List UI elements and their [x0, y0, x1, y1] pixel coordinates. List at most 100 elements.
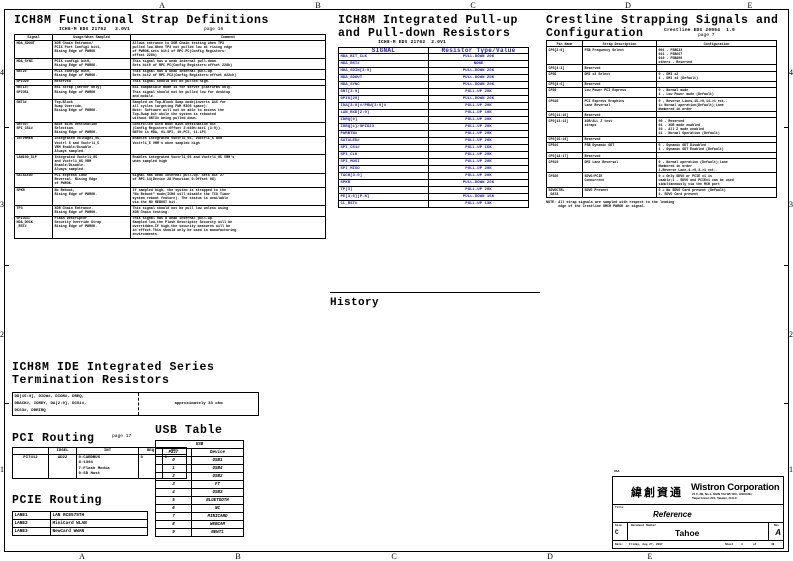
cell-resistor-value: PULL-UP 20K [428, 151, 529, 160]
zone-label-right-4: 4 [789, 68, 793, 77]
cell-pin-name: CFG19 [546, 158, 583, 174]
table-header-row: SIGNAL Resistor Type/Value [338, 46, 529, 55]
cell-signal: HDA_SDOUT [14, 40, 53, 60]
cell-pair: 8 [155, 520, 192, 529]
title-block-footer-row: Date: Friday, Aug 27, 2007 Sheet 3 of 48 [613, 541, 783, 550]
cell-pin-name: CFG[2:0] [546, 46, 583, 66]
cell-device: USB4 [190, 464, 245, 473]
title-block-divider [768, 523, 769, 540]
zone-label-bottom-b: B [235, 552, 241, 561]
ide-termination-title-line2: Termination Resistors [12, 374, 170, 387]
table-row: HDA_SYNC PULL-DOWN 20K [338, 81, 529, 90]
cell-resistor-value: PULL-DOWN 20K [428, 81, 529, 90]
cell-signal: GNT3# [14, 99, 53, 123]
zone-label-top-e: E [747, 1, 753, 10]
table-header-row: Pair Device [155, 448, 245, 457]
frame-tick [4, 265, 9, 266]
cell-usage: PCI Express Lane Reversal. Rising Edge o… [52, 172, 131, 189]
col-header-device: Device [190, 448, 245, 457]
crestline-subtitle: Crestline EDS 20954 1.0 [664, 28, 735, 33]
table-row: SDVOCTRL _DATA SDVO Present 0 = No SDVO Ca… [546, 186, 777, 198]
cell-configuration: 0 = Only SDVO or PCIE x1 is usable;1 - S… [656, 172, 777, 188]
col-header-pair: Pair [155, 448, 192, 457]
zone-label-top-b: B [315, 1, 321, 10]
strap-definitions-page: page 16 [204, 27, 224, 32]
cell-resistor-value: PULL-DOWN 15K [428, 193, 529, 202]
cell-signal: SPI_CLK [338, 151, 429, 160]
drawing-frame [4, 9, 789, 552]
cell-device: LAN RC8575TH [50, 511, 148, 520]
cell-comment: Sampled on Top-Block Swap mode(inverts A… [130, 99, 326, 123]
cell-usage: Integrated Voctrl1_05 and Voctrl1_05 VRM… [52, 154, 131, 174]
cell-pin-name: CFG10 [546, 97, 583, 113]
cell-signal: HDA_BIT_CLK [338, 53, 429, 62]
table-row: 8 WEBCAM [155, 520, 245, 529]
cell-pair: 1 [155, 464, 192, 473]
col-header-int: INT [76, 446, 139, 456]
cell-resistor-value: PULL-DOWN 20K [428, 179, 529, 188]
zone-label-bottom-e: E [647, 552, 653, 561]
frame-tick [784, 403, 789, 404]
cell-comment: This signal has a weak internal pull-up.… [130, 68, 326, 80]
cell-configuration: 0 - Normal operation (Default);Lane Numb… [656, 158, 777, 174]
cell-resistor-value: PULL-UP 20K [428, 137, 529, 146]
history-title: History [330, 297, 380, 309]
company-address: 21 F, 3B, No.1, HSIN TAI WU RD., HSICHIH… [692, 492, 753, 500]
pullup-pulldown-table: SIGNAL Resistor Type/Value HDA_BIT_CLK PU… [338, 46, 529, 209]
size-label: Size [615, 524, 622, 527]
table-row: CFG20 SDVO/PCIE Concurrent 0 = Only SDVO o… [546, 172, 777, 188]
cell-pin-name: CFG20 [546, 172, 583, 188]
table-row: 1 USB4 [155, 464, 245, 473]
cell-signal: INTVRMEN [14, 135, 53, 156]
cell-configuration: 0 - Dynamic ODT Disabled 1 - Dynamic ODT… [656, 141, 777, 154]
cell-signal: LAN_RXD[2:0] [338, 109, 429, 118]
table-row: SPI_MISO PULL-UP 20K [338, 165, 529, 174]
title-label: Title [615, 506, 624, 509]
cell-int: 0:CARDBUS 8:1394 7:Flash Media 0:SD Host [76, 454, 139, 480]
table-row: GPIO[20] PULL-DOWN 20K [338, 95, 529, 104]
cell-resistor-value: PULL-UP 20K [428, 116, 529, 125]
cell-strap-description: DMI Lane Reversal [582, 158, 657, 174]
table-row: SATALED# PCI Express Lane Reversal. Risin… [14, 172, 326, 189]
cell-signal: SPKR [338, 179, 429, 188]
table-row: TP3 XOR Chain Entrance. Rising Edge of PW… [14, 205, 326, 217]
usb-group-label: USB [154, 440, 245, 449]
frame-tick [4, 127, 9, 128]
cell-comment: This signal has a weak internal pull-up.… [130, 215, 326, 240]
table-row: 3 FT [155, 480, 245, 489]
cell-comment: Signal has weak internal pull-up. Sets b… [130, 172, 326, 189]
title-block: 緯創資通 Wistron Corporation 21 F, 3B, No.1,… [612, 476, 784, 549]
table-row: LANE1 LAN RC8575TH [12, 511, 148, 520]
cell-pair: 2 [155, 472, 192, 481]
cell-pin-name: CFG9 [546, 86, 583, 99]
rev-label: Rev [773, 524, 779, 527]
table-row: HDA_SDOUT PULL-DOWN 20K [338, 74, 529, 83]
cell-signal: TACH[3:0] [338, 172, 429, 181]
cell-pair: 0 [155, 456, 192, 465]
cell-resistor-value: PULL-UP 20K [428, 172, 529, 181]
cell-signal: HDA_SYNC [14, 58, 53, 70]
cell-pair: 9 [155, 528, 192, 537]
cell-strap-description: XOR/ALL Z test straps [582, 117, 657, 137]
cell-pin-name: CFG16 [546, 141, 583, 154]
cell-strap-description: FSB Frequency Select [582, 46, 657, 66]
pci-routing-page: page 17 [112, 434, 132, 439]
cell-resistor-value: PULL-UP 15K [428, 144, 529, 153]
date-value: Friday, Aug 27, 2007 [629, 543, 663, 546]
cell-signal: SPI_MOSI [338, 158, 429, 167]
ide-termination-table: DD[15:0], DIOW#, DIOR#, DREQ, DDACK#, IO… [12, 392, 259, 416]
title-value: Reference [653, 510, 692, 519]
frame-tick [784, 265, 789, 266]
cell-comment: Enables integrated Voctrl5_05, Voctrl1_5… [130, 135, 326, 156]
table-row: CFG[2:0] FSB Frequency Select 001 - FSB533… [546, 46, 777, 66]
cell-resistor-value: PULL-UP 20K [428, 130, 529, 139]
cell-usage: ESI Strap (Server Only) Rising Edge of P… [52, 84, 131, 101]
cell-signal: GNT0#/ SPI_CS1# [14, 121, 53, 137]
company-name-chinese: 緯創資通 [631, 487, 683, 499]
cell-lane: LANE3 [12, 527, 51, 536]
cell-configuration: 0 = No SDVO Card present (Default) 1- SD… [656, 186, 777, 198]
cell-resistor-value: PULL-DOWN 20K [428, 74, 529, 83]
cell-signal: SATALED# [338, 137, 429, 146]
table-row: 9 NEWT1 [155, 528, 245, 537]
cell-resistor-value: PULL-UP 20K [428, 165, 529, 174]
